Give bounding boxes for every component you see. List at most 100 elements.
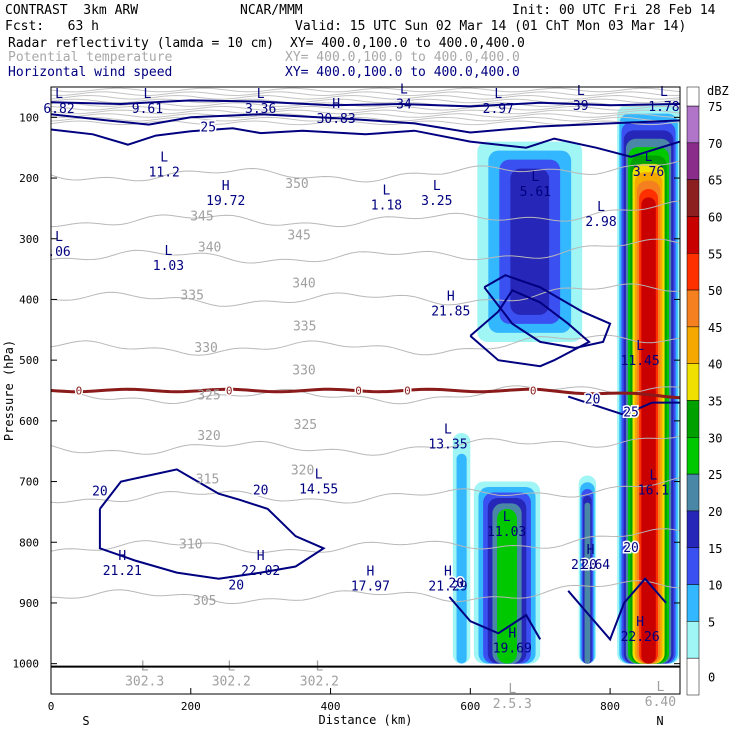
extremum-marker: L — [55, 230, 63, 245]
south-label: S — [82, 714, 89, 728]
wind-speed-contour — [469, 289, 591, 368]
x-tick-label: 200 — [181, 700, 201, 713]
extremum-value: 21.64 — [571, 558, 610, 573]
isentrope-label: 335 — [180, 289, 203, 304]
isentrope-label: 320 — [197, 429, 220, 444]
isentrope-upper — [51, 91, 680, 97]
extremum-marker: L — [645, 150, 653, 165]
extremum-marker: H — [222, 179, 230, 194]
colorbar-label: 50 — [708, 284, 722, 298]
field-reflectivity-xy: XY= 400.0,100.0 to 400.0,400.0 — [290, 36, 525, 51]
y-axis-label: Pressure (hPa) — [2, 340, 16, 441]
colorbar-label: 75 — [708, 100, 722, 114]
field-wind-xy: XY= 400.0,100.0 to 400.0,400.0 — [285, 65, 520, 80]
colorbar-swatch — [686, 363, 700, 401]
extremum-value: .06 — [47, 245, 70, 260]
y-tick-label: 500 — [19, 354, 39, 367]
extremum-value: 5.61 — [520, 185, 551, 200]
extremum-marker: L — [660, 85, 668, 100]
extremum-marker: L — [400, 83, 408, 98]
extremum-value: 39 — [573, 99, 589, 114]
extremum-marker: L — [531, 170, 539, 185]
y-tick-label: 400 — [19, 293, 39, 306]
wind-speed-contour — [51, 113, 680, 134]
y-tick-label: 700 — [19, 476, 39, 489]
isentrope-upper — [51, 113, 680, 118]
colorbar-label: 60 — [708, 210, 722, 224]
extremum-value: 34 — [396, 98, 412, 113]
colorbar-swatch — [686, 105, 700, 144]
extremum-value: 3.36 — [245, 102, 276, 117]
extremum-value: 13.35 — [428, 438, 467, 453]
extremum-value: 3.25 — [421, 194, 452, 209]
x-tick-label: 800 — [600, 700, 620, 713]
colorbar: dBZ 0 5 10 15 20 25 30 35 40 45 50 55 60 65 70 75 — [686, 84, 729, 696]
isentrope-350 — [51, 160, 680, 183]
reflectivity-band — [456, 453, 467, 664]
isentrope-320 — [51, 435, 680, 456]
wind-contour-label: 25 — [623, 406, 639, 421]
isentrope-335 — [51, 283, 680, 307]
isentrope-label: 305 — [193, 594, 216, 609]
extremum-value: 9.61 — [132, 102, 163, 117]
extremum-marker: L — [144, 87, 152, 102]
wind-contour-label: 25 — [200, 120, 216, 135]
x-axis-label: Distance (km) — [319, 713, 413, 727]
wind-contour-label: 20 — [449, 576, 465, 591]
isentrope-305 — [51, 580, 680, 605]
extremum-marker: L — [444, 423, 452, 438]
colorbar-swatch — [686, 657, 700, 696]
extremum-marker: L — [650, 469, 658, 484]
header-program: CONTRAST 3km ARW — [5, 3, 139, 18]
extremum-value: 19.72 — [206, 194, 245, 209]
header-fcst: Fcst: 63 h — [5, 19, 99, 34]
field-theta-name: Potential temperature — [8, 50, 173, 65]
colorbar-swatch — [686, 473, 700, 512]
isentrope-310 — [51, 528, 680, 554]
extremum-value: 302.2 — [212, 674, 251, 689]
extremum-value: 19.69 — [493, 642, 532, 657]
colorbar-label: 45 — [708, 321, 722, 335]
colorbar-swatch — [686, 621, 700, 659]
colorbar-swatch — [686, 584, 700, 622]
field-wind-name: Horizontal wind speed — [8, 65, 173, 80]
extremum-value: 3.76 — [633, 165, 664, 180]
wind-contour-label: 20 — [92, 485, 108, 500]
extremum-value: 1.18 — [371, 198, 402, 213]
extremum-marker: L — [433, 179, 441, 194]
colorbar-label: 70 — [708, 137, 722, 151]
isentrope-label: 325 — [197, 389, 220, 404]
extremum-marker: H — [366, 565, 374, 580]
colorbar-swatch — [686, 547, 700, 585]
freezing-level-label: 0 — [355, 385, 362, 398]
potential-temperature-isentropes — [51, 87, 680, 605]
extremum-value: 11.2 — [149, 166, 180, 181]
isentrope-315 — [51, 477, 680, 504]
colorbar-label: 25 — [708, 468, 722, 482]
wind-speed-contour — [448, 596, 542, 640]
freezing-level-label: 0 — [530, 385, 537, 398]
y-tick-label: 600 — [19, 415, 39, 428]
isentrope-345 — [51, 200, 680, 228]
extremum-value: 1.03 — [153, 259, 184, 274]
isentrope-label: 350 — [285, 177, 308, 192]
colorbar-unit: dBZ — [707, 84, 729, 98]
extremum-value: 22.26 — [621, 630, 660, 645]
colorbar-swatch — [686, 142, 700, 180]
colorbar-label: 65 — [708, 174, 722, 188]
colorbar-swatch — [686, 179, 700, 217]
isentrope-label: 330 — [194, 341, 217, 356]
extremum-marker: H — [257, 549, 265, 564]
colorbar-swatch — [686, 289, 700, 328]
extremum-value: 6.40 — [645, 695, 676, 710]
extremum-marker: L — [160, 151, 168, 166]
colorbar-label: 55 — [708, 247, 722, 261]
y-tick-label: 300 — [19, 233, 39, 246]
isentrope-upper — [51, 120, 680, 126]
extremum-value: 302.2 — [300, 674, 339, 689]
north-label: N — [656, 714, 663, 728]
colorbar-swatch — [686, 253, 700, 291]
header-valid: Valid: 15 UTC Sun 02 Mar 14 (01 ChT Mon … — [295, 19, 687, 34]
isentrope-label: 340 — [292, 276, 315, 291]
extremum-marker: L — [164, 244, 172, 259]
